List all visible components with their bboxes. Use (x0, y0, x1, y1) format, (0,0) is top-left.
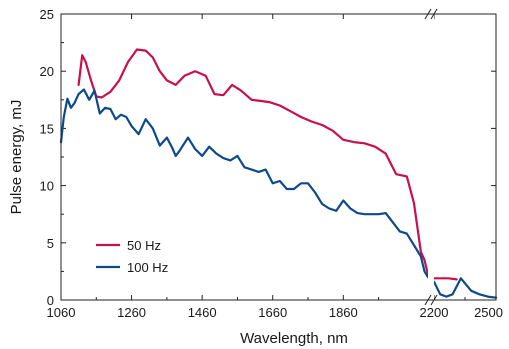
break-mark (424, 294, 432, 306)
x-axis-break-marks (424, 8, 438, 306)
x-tick-label: 1860 (329, 305, 358, 320)
x-tick-label: 1460 (188, 305, 217, 320)
break-mark (430, 294, 438, 306)
y-tick-label: 20 (40, 64, 54, 79)
break-mark (430, 8, 438, 20)
legend-label-100hz: 100 Hz (127, 260, 168, 275)
y-axis-title: Pulse energy, mJ (8, 100, 25, 215)
legend-label-50hz: 50 Hz (127, 238, 161, 253)
y-tick-label: 25 (40, 7, 54, 22)
x-tick-label: 2200 (420, 305, 449, 320)
legend: 50 Hz 100 Hz (96, 238, 168, 275)
series-line-50hz (77, 48, 458, 281)
y-tick-label: 10 (40, 179, 54, 194)
x-tick-label: 1660 (258, 305, 287, 320)
x-tick-label: 1260 (117, 305, 146, 320)
y-tick-label: 15 (40, 121, 54, 136)
series-line-100hz (59, 88, 498, 299)
x-tick-label: 2500 (474, 305, 503, 320)
break-gap-band (428, 12, 434, 302)
series-layer (59, 48, 498, 299)
x-axis-title: Wavelength, nm (240, 330, 348, 347)
x-tick-label: 1060 (47, 305, 76, 320)
tick-labels-layer: 0 5 10 15 20 25 1060 1260 1460 1660 1860 2200 2500 (40, 7, 503, 320)
x-axis-break-gap (428, 12, 434, 302)
y-tick-label: 5 (47, 236, 54, 251)
plot-frame (60, 13, 497, 301)
y-tick-label: 0 (47, 293, 54, 308)
break-mark (424, 8, 432, 20)
